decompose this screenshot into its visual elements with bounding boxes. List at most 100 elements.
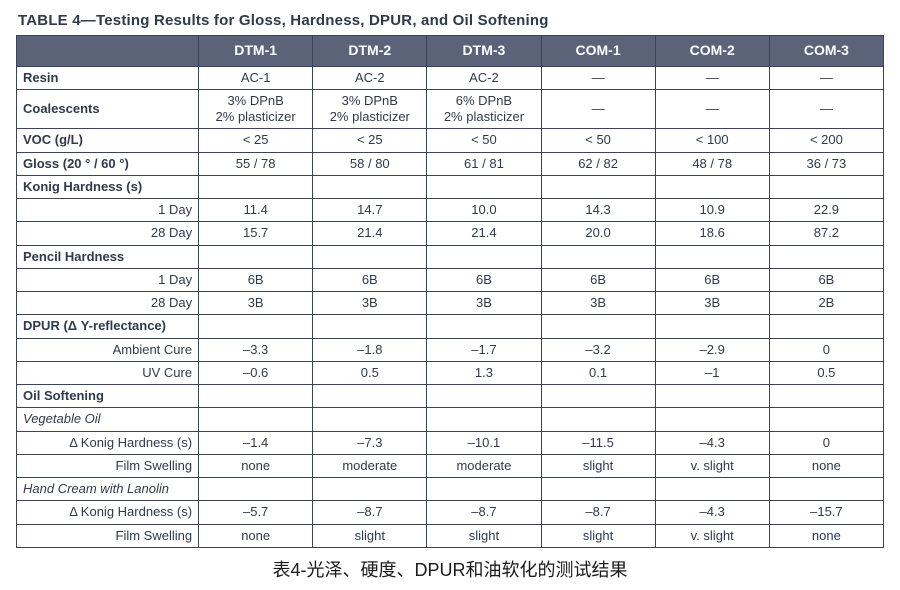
blank-cell (769, 175, 883, 198)
blank-cell (313, 408, 427, 431)
data-cell: slight (427, 524, 541, 547)
blank-cell (769, 408, 883, 431)
section-label: Pencil Hardness (17, 245, 199, 268)
data-cell: 6B (427, 268, 541, 291)
blank-cell (199, 385, 313, 408)
header-col: COM-1 (541, 36, 655, 67)
data-cell: –8.7 (541, 501, 655, 524)
table-row: Δ Konig Hardness (s)–1.4–7.3–10.1–11.5–4… (17, 431, 884, 454)
data-cell: slight (541, 524, 655, 547)
row-label: Coalescents (17, 89, 199, 129)
blank-cell (427, 315, 541, 338)
blank-cell (541, 315, 655, 338)
blank-cell (199, 408, 313, 431)
data-cell: 14.3 (541, 199, 655, 222)
data-cell: < 25 (313, 129, 427, 152)
data-cell: 3B (655, 292, 769, 315)
row-label: 28 Day (17, 292, 199, 315)
data-cell: –1.7 (427, 338, 541, 361)
data-cell: 10.0 (427, 199, 541, 222)
table-row: Coalescents3% DPnB 2% plasticizer3% DPnB… (17, 89, 884, 129)
data-cell: 3B (427, 292, 541, 315)
data-cell: 6B (769, 268, 883, 291)
blank-cell (541, 385, 655, 408)
row-label: Δ Konig Hardness (s) (17, 431, 199, 454)
header-col: DTM-3 (427, 36, 541, 67)
data-cell: < 200 (769, 129, 883, 152)
blank-cell (655, 315, 769, 338)
blank-cell (769, 385, 883, 408)
data-cell: 58 / 80 (313, 152, 427, 175)
table-row: Pencil Hardness (17, 245, 884, 268)
row-label: 1 Day (17, 199, 199, 222)
data-cell: 0 (769, 431, 883, 454)
header-col: DTM-1 (199, 36, 313, 67)
data-cell: moderate (313, 454, 427, 477)
data-cell: 55 / 78 (199, 152, 313, 175)
blank-cell (655, 175, 769, 198)
data-cell: 61 / 81 (427, 152, 541, 175)
table-title: TABLE 4—Testing Results for Gloss, Hardn… (18, 12, 884, 29)
data-cell: 48 / 78 (655, 152, 769, 175)
section-label: Oil Softening (17, 385, 199, 408)
section-label: Hand Cream with Lanolin (17, 478, 199, 501)
data-cell: –1.8 (313, 338, 427, 361)
blank-cell (199, 315, 313, 338)
blank-cell (199, 478, 313, 501)
data-cell: v. slight (655, 454, 769, 477)
data-cell: < 100 (655, 129, 769, 152)
header-col: COM-2 (655, 36, 769, 67)
table-row: 28 Day15.721.421.420.018.687.2 (17, 222, 884, 245)
data-cell: 6% DPnB 2% plasticizer (427, 89, 541, 129)
data-cell: v. slight (655, 524, 769, 547)
data-cell: AC-1 (199, 66, 313, 89)
blank-cell (313, 478, 427, 501)
data-cell: 3B (313, 292, 427, 315)
table-row: Konig Hardness (s) (17, 175, 884, 198)
blank-cell (199, 245, 313, 268)
table-head: DTM-1 DTM-2 DTM-3 COM-1 COM-2 COM-3 (17, 36, 884, 67)
blank-cell (427, 478, 541, 501)
blank-cell (541, 408, 655, 431)
blank-cell (769, 315, 883, 338)
blank-cell (769, 245, 883, 268)
table-row: UV Cure–0.60.51.30.1–10.5 (17, 361, 884, 384)
header-blank (17, 36, 199, 67)
data-cell: AC-2 (313, 66, 427, 89)
section-label: DPUR (Δ Y-reflectance) (17, 315, 199, 338)
data-cell: 10.9 (655, 199, 769, 222)
blank-cell (427, 408, 541, 431)
data-cell: 3B (199, 292, 313, 315)
data-cell: — (769, 66, 883, 89)
data-cell: < 50 (427, 129, 541, 152)
data-cell: none (769, 454, 883, 477)
blank-cell (427, 245, 541, 268)
data-cell: < 25 (199, 129, 313, 152)
row-label: Δ Konig Hardness (s) (17, 501, 199, 524)
data-cell: –4.3 (655, 501, 769, 524)
data-cell: 6B (313, 268, 427, 291)
blank-cell (199, 175, 313, 198)
data-cell: 18.6 (655, 222, 769, 245)
data-cell: slight (541, 454, 655, 477)
data-cell: –1 (655, 361, 769, 384)
data-cell: 21.4 (427, 222, 541, 245)
data-cell: 2B (769, 292, 883, 315)
blank-cell (313, 245, 427, 268)
data-cell: 36 / 73 (769, 152, 883, 175)
row-label: Ambient Cure (17, 338, 199, 361)
blank-cell (541, 245, 655, 268)
table-row: 1 Day11.414.710.014.310.922.9 (17, 199, 884, 222)
data-cell: 15.7 (199, 222, 313, 245)
data-cell: — (769, 89, 883, 129)
data-cell: moderate (427, 454, 541, 477)
data-cell: –7.3 (313, 431, 427, 454)
table-row: ResinAC-1AC-2AC-2——— (17, 66, 884, 89)
blank-cell (655, 478, 769, 501)
blank-cell (655, 245, 769, 268)
data-cell: 62 / 82 (541, 152, 655, 175)
blank-cell (313, 385, 427, 408)
data-cell: –8.7 (427, 501, 541, 524)
data-cell: 6B (655, 268, 769, 291)
blank-cell (655, 408, 769, 431)
